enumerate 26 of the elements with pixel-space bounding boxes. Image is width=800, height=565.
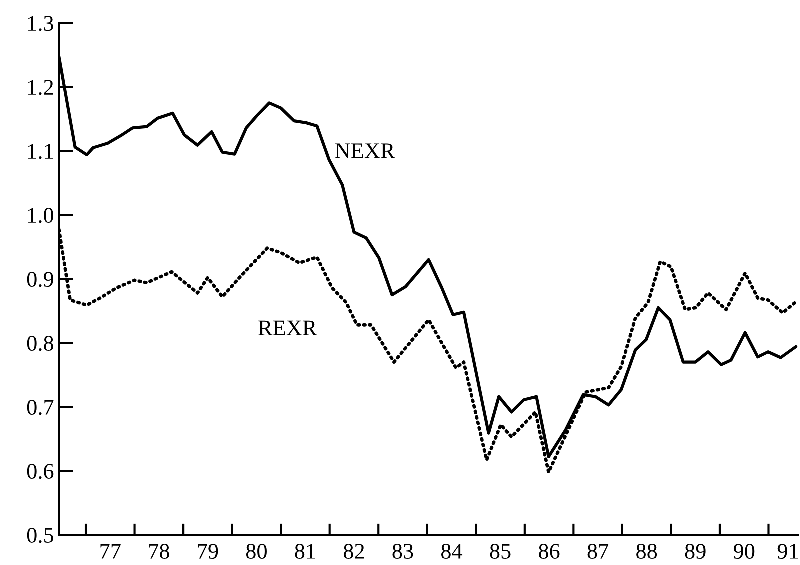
x-tick-label: 91 bbox=[778, 544, 798, 560]
x-tick-label: 87 bbox=[588, 544, 609, 560]
x-tick-label: 78 bbox=[150, 544, 170, 560]
y-tick-label: 0.6 bbox=[27, 464, 54, 480]
x-tick-label: 81 bbox=[295, 544, 316, 560]
y-tick-label: 1.2 bbox=[28, 80, 54, 96]
y-tick-label: 1.3 bbox=[28, 16, 54, 32]
x-tick-label: 83 bbox=[392, 544, 414, 560]
y-tick-label: 0.7 bbox=[27, 400, 54, 416]
series-label: NEXR bbox=[335, 144, 396, 158]
y-tick-label: 1.1 bbox=[28, 144, 54, 160]
y-tick-label: 0.9 bbox=[27, 272, 54, 288]
x-tick-label: 77 bbox=[100, 544, 121, 559]
y-tick-label: 0.5 bbox=[27, 528, 54, 544]
y-tick-label: 0.8 bbox=[27, 336, 54, 352]
series-label: REXR bbox=[258, 320, 318, 336]
y-tick-label: 1.0 bbox=[28, 208, 54, 224]
x-tick-label: 82 bbox=[344, 544, 364, 560]
x-tick-label: 84 bbox=[442, 544, 463, 560]
x-tick-label: 79 bbox=[198, 544, 218, 560]
x-tick-label: 86 bbox=[539, 544, 560, 560]
x-tick-label: 90 bbox=[734, 544, 755, 560]
x-tick-label: 88 bbox=[636, 544, 658, 560]
x-tick-label: 85 bbox=[490, 544, 511, 560]
x-tick-label: 80 bbox=[246, 544, 267, 560]
x-tick-label: 89 bbox=[685, 544, 706, 560]
